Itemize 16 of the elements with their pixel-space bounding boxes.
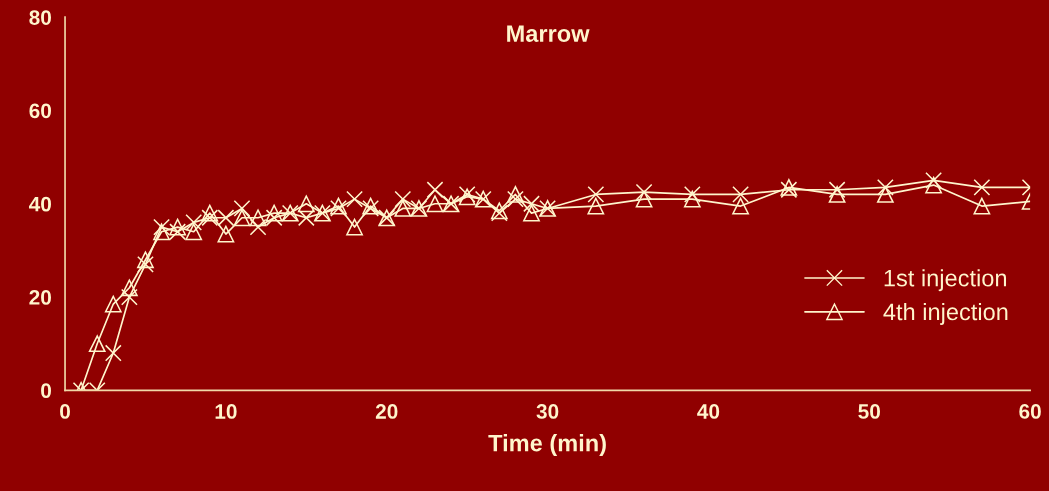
x-tick-label: 20 — [375, 404, 398, 419]
chart-title: Marrow — [507, 25, 590, 42]
y-tick-label: 60 — [29, 103, 51, 119]
y-tick-label: 0 — [41, 383, 51, 399]
x-tick-label: 40 — [697, 404, 720, 419]
x-tick-label: 30 — [536, 404, 559, 419]
x-tick-label: 10 — [215, 404, 237, 419]
y-tick-label: 20 — [29, 290, 51, 305]
x-tick-label: 0 — [60, 404, 70, 419]
x-tick-label: 60 — [1019, 404, 1041, 419]
legend-label: 4th injection — [883, 302, 1008, 325]
x-axis-title: Time (min) — [488, 434, 606, 457]
y-tick-label: 40 — [28, 196, 51, 212]
x-tick-label: 50 — [858, 404, 880, 419]
y-tick-label: 80 — [29, 10, 51, 25]
legend-label: 1st injection — [884, 269, 1007, 292]
